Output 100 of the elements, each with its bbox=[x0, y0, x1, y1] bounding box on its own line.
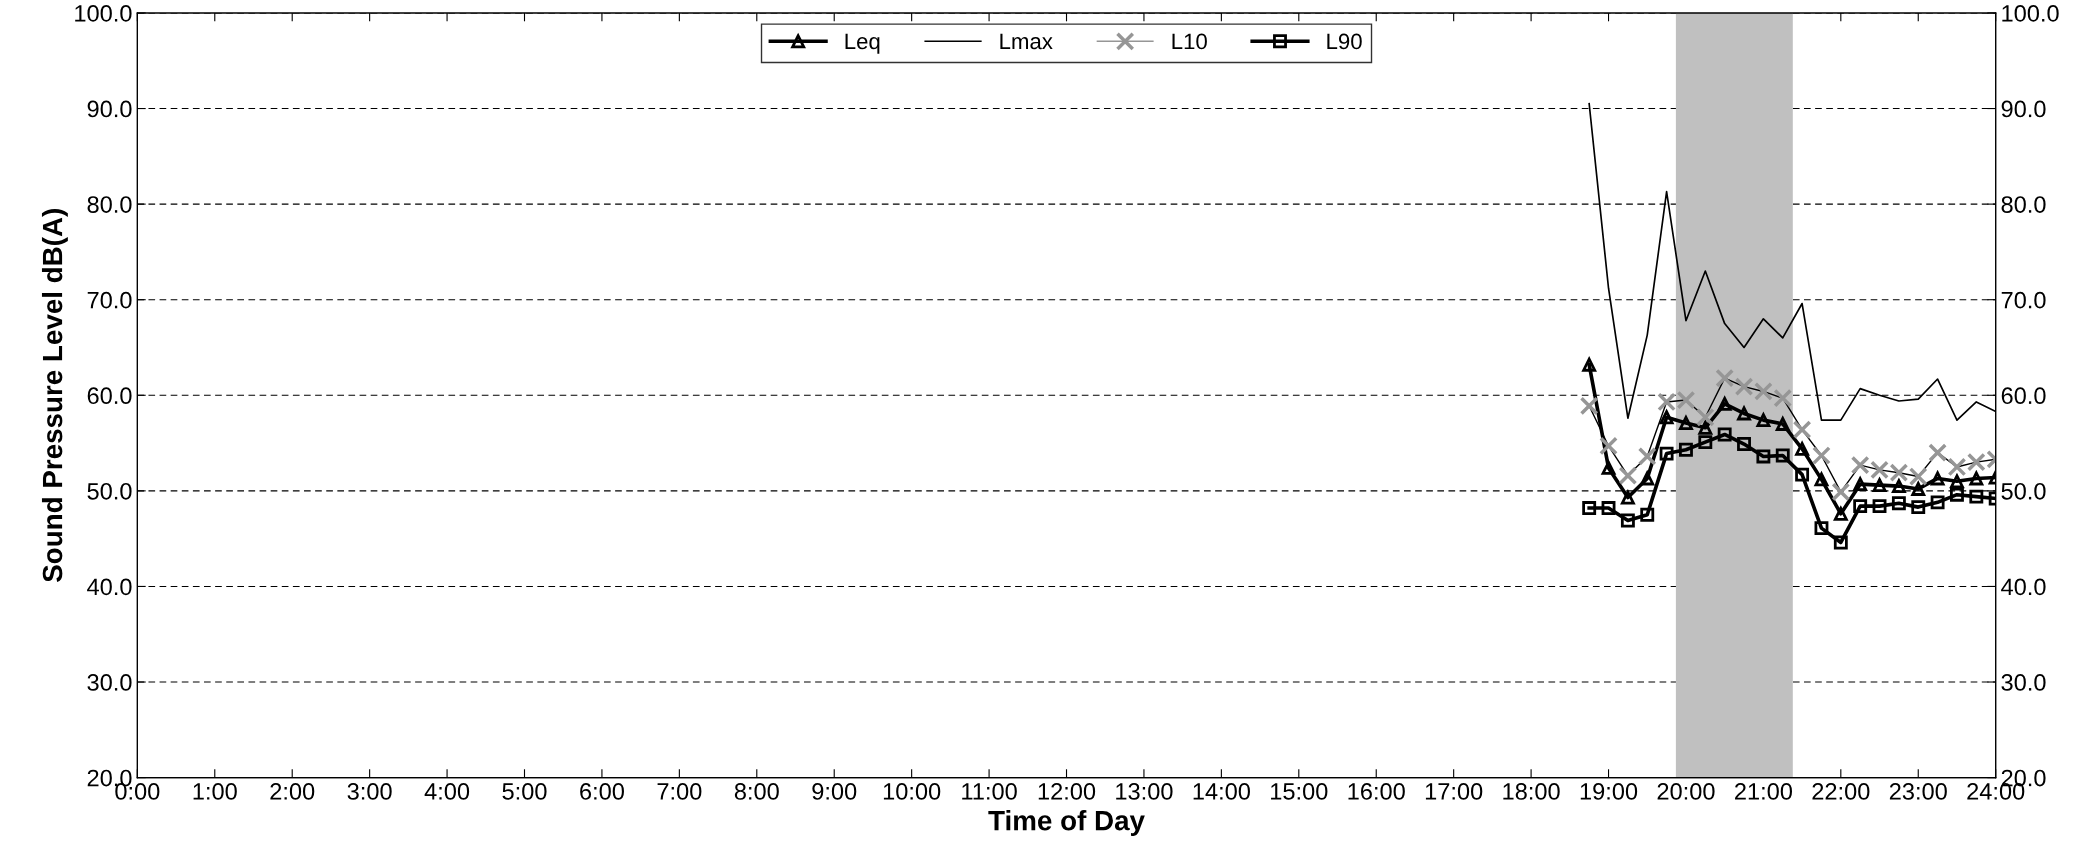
point bbox=[1659, 446, 1674, 461]
y2-tick-label: 60.0 bbox=[2001, 387, 2046, 405]
point bbox=[1695, 407, 1715, 427]
point bbox=[1947, 457, 1967, 477]
point bbox=[1640, 507, 1655, 522]
point bbox=[1637, 447, 1657, 466]
point bbox=[1853, 477, 1868, 492]
y2-tick-label: 40.0 bbox=[2001, 578, 2046, 596]
x-tick-label: 18:00 bbox=[1503, 783, 1560, 800]
point bbox=[1833, 535, 1848, 550]
point bbox=[1734, 377, 1754, 397]
point bbox=[1679, 442, 1693, 457]
point bbox=[1659, 410, 1674, 425]
x-tick-label: 14:00 bbox=[1193, 783, 1250, 800]
x-tick-label: 10:00 bbox=[883, 783, 941, 800]
point bbox=[1792, 420, 1812, 440]
point bbox=[1756, 449, 1771, 464]
y2-tick-label: 70.0 bbox=[2001, 291, 2046, 309]
point bbox=[1582, 357, 1597, 372]
point bbox=[1969, 489, 1984, 504]
y2-tick-label: 50.0 bbox=[2001, 482, 2046, 500]
point bbox=[1814, 472, 1829, 487]
legend-label: L10 bbox=[1172, 33, 1207, 50]
y-axis-title: Sound Pressure Level dB(A) bbox=[41, 209, 68, 583]
point bbox=[1814, 521, 1829, 536]
x-tick-label: 11:00 bbox=[962, 783, 1017, 800]
x-tick-label: 2:00 bbox=[270, 783, 315, 800]
point bbox=[1717, 427, 1732, 442]
legend-label: L90 bbox=[1327, 33, 1362, 50]
point bbox=[1833, 506, 1848, 521]
legend-label: Lmax bbox=[1000, 33, 1053, 50]
x-tick-label: 12:00 bbox=[1038, 783, 1096, 800]
point bbox=[1911, 500, 1926, 515]
point bbox=[1620, 490, 1635, 505]
point bbox=[1831, 482, 1851, 502]
point bbox=[1853, 499, 1868, 514]
y-tick-label: 100.0 bbox=[75, 5, 132, 22]
point bbox=[1601, 460, 1616, 475]
x-tick-label: 3:00 bbox=[347, 783, 392, 800]
x-tick-label: 23:00 bbox=[1889, 783, 1947, 800]
point bbox=[1599, 436, 1618, 456]
x-tick-label: 21:00 bbox=[1735, 783, 1793, 800]
point bbox=[1618, 466, 1638, 485]
point bbox=[1908, 467, 1928, 486]
point bbox=[1812, 446, 1831, 465]
x-tick-label: 7:00 bbox=[657, 783, 702, 800]
y-tick-label: 70.0 bbox=[87, 291, 132, 309]
point bbox=[1601, 501, 1616, 516]
point bbox=[1737, 406, 1751, 421]
point bbox=[1911, 482, 1926, 496]
y2-tick-label: 90.0 bbox=[2001, 100, 2046, 118]
legend-label: Leq bbox=[845, 33, 880, 54]
x-tick-label: 13:00 bbox=[1116, 783, 1173, 800]
point bbox=[1930, 495, 1945, 510]
x-tick-label: 1:00 bbox=[193, 783, 237, 800]
y-tick-label: 60.0 bbox=[87, 387, 132, 405]
point bbox=[1773, 388, 1793, 408]
point bbox=[1850, 455, 1870, 475]
x-tick-label: 9:00 bbox=[812, 783, 857, 800]
point bbox=[1872, 499, 1887, 514]
point bbox=[1679, 416, 1693, 430]
x-tick-label: 17:00 bbox=[1425, 783, 1483, 800]
y-tick-label: 30.0 bbox=[87, 674, 132, 691]
point bbox=[1891, 479, 1906, 494]
point bbox=[1775, 417, 1790, 431]
point bbox=[1969, 471, 1984, 486]
x-tick-label: 8:00 bbox=[734, 783, 779, 800]
x-tick-label: 19:00 bbox=[1580, 783, 1638, 800]
point bbox=[1754, 382, 1773, 401]
y2-tick-label: 80.0 bbox=[2001, 196, 2046, 213]
point bbox=[1579, 396, 1599, 416]
x-tick-label: 4:00 bbox=[424, 783, 470, 800]
point bbox=[1950, 487, 1964, 502]
point bbox=[1717, 396, 1732, 411]
point bbox=[1620, 513, 1635, 528]
y-tick-label: 40.0 bbox=[87, 578, 132, 596]
point bbox=[1928, 443, 1947, 463]
y-tick-label: 90.0 bbox=[87, 100, 132, 118]
point bbox=[1698, 420, 1713, 435]
point bbox=[1775, 448, 1790, 463]
point bbox=[1582, 501, 1597, 516]
point bbox=[1950, 474, 1964, 489]
point bbox=[1930, 471, 1945, 486]
point bbox=[1872, 478, 1887, 493]
y-tick-label: 50.0 bbox=[87, 482, 132, 500]
x-tick-label: 5:00 bbox=[502, 783, 547, 800]
x-axis-title: Time of Day bbox=[988, 810, 1145, 836]
point bbox=[1756, 413, 1771, 428]
point bbox=[1698, 435, 1713, 450]
x-tick-label: 22:00 bbox=[1812, 783, 1870, 800]
x-tick-label: 15:00 bbox=[1271, 783, 1328, 800]
point bbox=[1891, 496, 1906, 511]
x-tick-label: 6:00 bbox=[580, 783, 624, 800]
y2-tick-label: 100.0 bbox=[2002, 5, 2059, 22]
x-tick-label: 16:00 bbox=[1348, 783, 1405, 800]
point bbox=[1795, 467, 1810, 482]
y2-tick-label: 30.0 bbox=[2001, 674, 2046, 691]
y-tick-label: 80.0 bbox=[87, 196, 132, 213]
point bbox=[1640, 471, 1655, 486]
point bbox=[1737, 437, 1751, 451]
